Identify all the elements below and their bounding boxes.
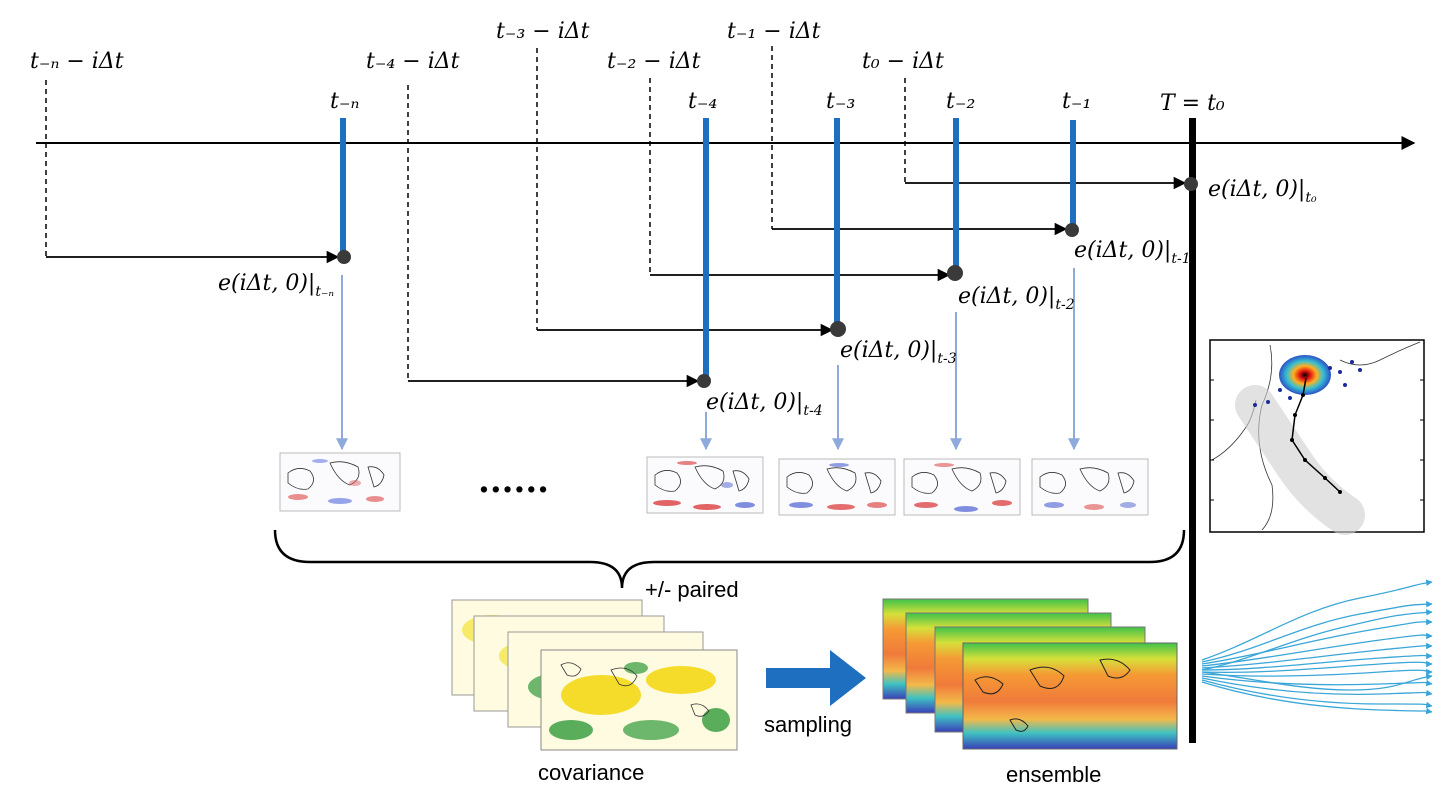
forecast-arrows <box>46 176 1187 388</box>
perturbation-map-tn <box>279 452 401 512</box>
sampling-arrow <box>766 650 866 706</box>
error-label-t4: e(iΔt, 0)|t-4 <box>706 390 823 419</box>
error-label-t2: e(iΔt, 0)|t-2 <box>958 284 1075 313</box>
init-label-tn: t₋ₙ − iΔt <box>30 49 124 74</box>
init-labels: t₋ₙ − iΔt t₋₄ − iΔt t₋₃ − iΔt t₋₂ − iΔt … <box>30 19 944 74</box>
track-map <box>1209 339 1425 535</box>
label-t-n: t₋ₙ <box>330 89 359 114</box>
label-t-1: t₋₁ <box>1062 89 1091 114</box>
sampling-label: sampling <box>764 712 852 737</box>
map-arrows <box>336 268 1080 451</box>
error-label-t0: e(iΔt, 0)|t₀ <box>1208 177 1317 206</box>
ensemble-stack <box>882 598 1178 750</box>
init-label-t4: t₋₄ − iΔt <box>366 49 460 74</box>
label-t-4: t₋₄ <box>688 89 717 114</box>
error-labels: e(iΔt, 0)|t₋ₙ e(iΔt, 0)|t-4 e(iΔt, 0)|t-… <box>218 177 1317 419</box>
perturbation-map-t1 <box>1031 458 1149 516</box>
init-label-t3: t₋₃ − iΔt <box>496 19 590 44</box>
perturbation-map-t4 <box>646 456 764 514</box>
label-t-3: t₋₃ <box>826 89 855 114</box>
ensemble-track-lines <box>1201 579 1433 715</box>
ensemble-label: ensemble <box>1006 762 1101 787</box>
covariance-stack <box>451 599 738 751</box>
error-dots <box>337 177 1198 388</box>
ellipsis: ...... <box>478 461 549 501</box>
label-T-t0: T = t₀ <box>1160 91 1225 116</box>
error-label-tn: e(iΔt, 0)|t₋ₙ <box>218 271 334 300</box>
error-label-t1: e(iΔt, 0)|t-1 <box>1074 238 1191 267</box>
perturbation-map-t3 <box>778 458 896 516</box>
verification-time-bar <box>1189 118 1196 743</box>
init-label-t2: t₋₂ − iΔt <box>607 49 701 74</box>
timeline-labels: t₋ₙ t₋₄ t₋₃ t₋₂ t₋₁ T = t₀ <box>330 89 1225 116</box>
forecast-bars <box>340 118 1076 381</box>
paired-label: +/- paired <box>645 577 739 602</box>
perturbation-map-t2 <box>903 458 1021 516</box>
grouping-brace <box>273 529 1186 589</box>
covariance-label: covariance <box>538 760 644 785</box>
label-t-2: t₋₂ <box>946 89 975 114</box>
init-label-t0: t₀ − iΔt <box>862 49 944 74</box>
init-label-t1: t₋₁ − iΔt <box>727 19 821 44</box>
init-dashed-lines <box>45 46 906 381</box>
perturbation-maps <box>279 452 1149 516</box>
error-label-t3: e(iΔt, 0)|t-3 <box>840 338 957 367</box>
